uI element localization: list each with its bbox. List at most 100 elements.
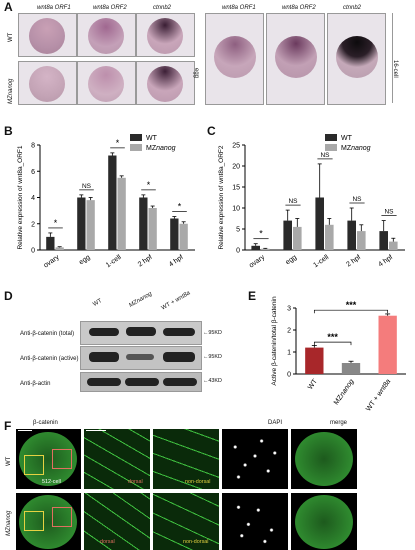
y-tick-label: 10 <box>232 206 240 213</box>
bar-wt-ovary <box>251 245 260 250</box>
embryo-16cell-ctnnb2 <box>327 13 386 105</box>
y-tick-label: 3 <box>287 306 291 313</box>
bar-WTwnt8a <box>378 315 397 374</box>
bar-mznanog-2hpf <box>357 231 366 250</box>
f-col-dapi: DAPI <box>268 420 283 426</box>
bracket-16cell <box>392 13 393 103</box>
col-header-a4: wnt8a ORF1 <box>222 5 256 11</box>
bar-wt-1-cell <box>108 155 117 250</box>
sig-label: *** <box>346 300 357 310</box>
x-tick-label: egg <box>78 254 92 266</box>
f-wt-nondorsal-label: non-dorsal <box>185 479 211 485</box>
bar-wt-2hpf <box>139 197 148 250</box>
panel-label-f: F <box>4 419 12 433</box>
stage-label-egg: egg <box>193 68 199 79</box>
y-tick-label: 25 <box>232 143 240 150</box>
bar-mznanog-2hpf <box>148 208 157 250</box>
bar-mznanog-ovary <box>55 247 64 250</box>
legend-swatch <box>130 144 142 151</box>
y-tick-label: 15 <box>232 185 240 192</box>
sig-label: NS <box>82 183 92 190</box>
f-wt-overview: 512-cell <box>16 429 81 489</box>
sig-label: * <box>147 180 151 190</box>
col-header-a2: wnt8a ORF2 <box>93 5 127 11</box>
legend-label: WT <box>341 135 353 142</box>
f-mz-nondorsal-label: non-dorsal <box>183 539 209 545</box>
embryo-mz-orf1-egg <box>18 61 77 105</box>
f-mz-merge <box>291 493 357 550</box>
bar-WT <box>305 347 324 374</box>
y-tick-label: 4 <box>31 195 35 202</box>
y-tick-label: 20 <box>232 164 240 171</box>
chart-c: 0 5 10 15 20 25 Relative expression of wnt8a_O… <box>218 134 405 269</box>
blot-col-wt: WT <box>92 298 104 308</box>
chart-e: 0 1 2 3 Active β-catenin/total β-catenin WT MZ… <box>271 296 406 413</box>
row-label-wt: WT <box>8 32 14 42</box>
bar-mznanog-1-cell <box>117 177 126 250</box>
x-tick-label: WT <box>307 378 319 392</box>
y-tick-label: 6 <box>31 169 35 176</box>
f-col-merge: merge <box>330 420 348 426</box>
x-tick-label: 4 hpf <box>377 254 394 269</box>
x-tick-label: egg <box>285 254 299 266</box>
y-tick-label: 2 <box>287 328 291 335</box>
sig-bracket <box>313 309 389 314</box>
embryo-16cell-orf2 <box>266 13 325 105</box>
embryo-wt-ctnnb2-egg <box>136 13 195 57</box>
blot-col-wt-wnt8a: WT + wnt8a <box>160 290 192 312</box>
sig-bracket <box>313 341 352 346</box>
blot-active <box>80 346 202 370</box>
chart-b: 0 2 4 6 8 Relative expression of wnt8a_ORF1 * o… <box>17 134 195 269</box>
y-tick-label: 8 <box>31 143 35 150</box>
bar-wt-egg <box>283 220 292 250</box>
col-header-a5: wnt8a ORF2 <box>282 5 316 11</box>
legend-swatch <box>130 134 142 141</box>
f-mz-dorsal-label: dorsal <box>100 539 115 545</box>
y-tick-label: 0 <box>236 248 240 255</box>
bar-wt-1-cell <box>315 197 324 250</box>
f-row-mznanog: MZnanog <box>6 510 12 536</box>
bar-wt-4hpf <box>379 231 388 250</box>
col-header-a3: ctnnb2 <box>153 5 172 11</box>
bar-mznanog-egg <box>86 200 95 250</box>
y-tick-label: 1 <box>287 350 291 357</box>
bar-mznanog-1-cell <box>325 224 334 250</box>
legend-label: WT <box>146 135 158 142</box>
marker-95kd-1: ←95KD <box>203 330 222 336</box>
f-wt-roi-nondorsal <box>24 455 44 475</box>
x-tick-label: WT + wnt8a <box>365 378 392 413</box>
bar-MZnanog <box>341 363 361 374</box>
bar-mznanog-ovary <box>261 248 270 250</box>
panel-label-c: C <box>207 124 216 138</box>
bar-wt-2hpf <box>347 220 356 250</box>
y-tick-label: 0 <box>287 372 291 379</box>
sig-label: NS <box>352 196 362 203</box>
y-axis-title: Relative expression of wnt8a_ORF2 <box>218 145 225 249</box>
x-tick-label: MZnanog <box>333 378 356 406</box>
col-header-a1: wnt8a ORF1 <box>37 5 71 11</box>
bar-mznanog-4hpf <box>179 223 188 250</box>
blot-row-actin: Anti-β-actin <box>20 381 51 387</box>
f-mz-dorsal: dorsal <box>84 493 150 550</box>
legend-label: MZnanog <box>146 145 176 152</box>
bar-wt-ovary <box>46 236 55 250</box>
f-wt-dorsal: dorsal <box>84 429 150 489</box>
x-tick-label: 4 hpf <box>168 254 185 269</box>
f-mz-overview <box>16 493 81 550</box>
y-axis-title: Relative expression of wnt8a_ORF1 <box>17 145 24 249</box>
f-wt-nondorsal: non-dorsal <box>153 429 219 489</box>
bar-wt-egg <box>77 197 86 250</box>
embryo-mz-ctnnb2-egg <box>136 61 195 105</box>
f-wt-roi-dorsal <box>52 449 72 469</box>
f-row-wt: WT <box>6 456 12 466</box>
sig-label: * <box>178 202 182 212</box>
blot-col-mznanog: MZnanog <box>128 291 154 309</box>
f-wt-merge <box>291 429 357 489</box>
row-label-mznanog: MZnanog <box>8 78 14 104</box>
col-header-a6: ctnnb2 <box>343 5 362 11</box>
blot-total <box>80 321 202 345</box>
legend-swatch <box>325 134 337 141</box>
legend-swatch <box>325 144 337 151</box>
y-tick-label: 0 <box>31 248 35 255</box>
bar-mznanog-4hpf <box>389 241 398 250</box>
